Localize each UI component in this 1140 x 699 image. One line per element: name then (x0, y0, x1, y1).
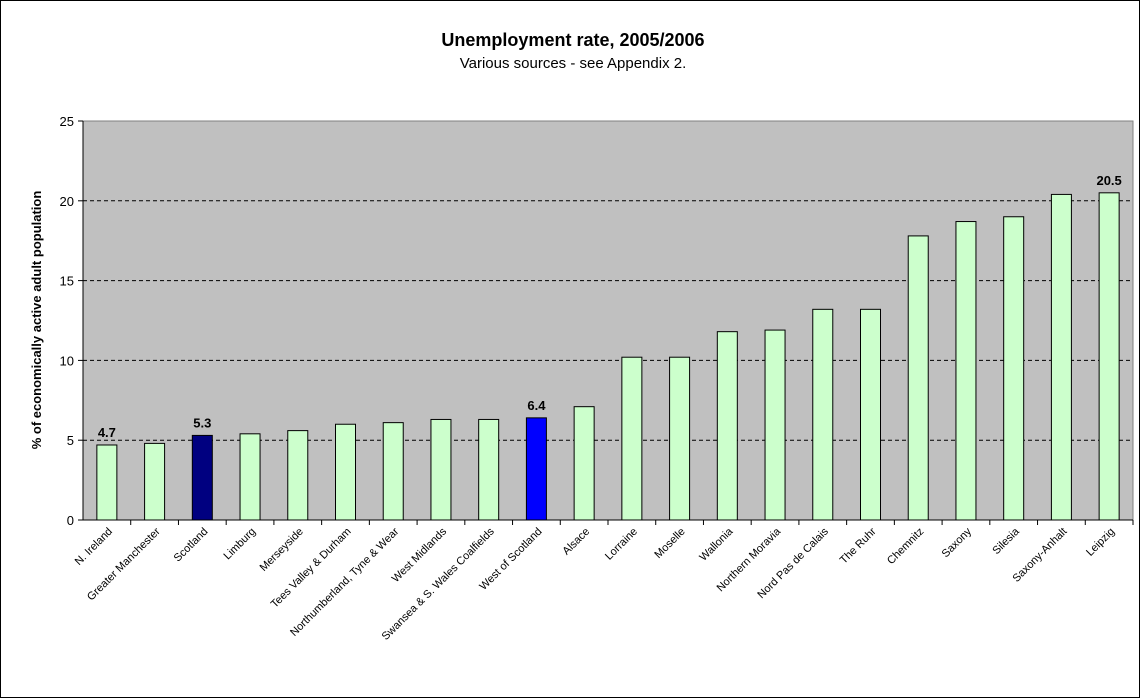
axes-group: 0 5 10 15 20 25 (60, 114, 1134, 528)
y-tick-label: 20 (60, 194, 74, 209)
y-tick-label: 5 (67, 433, 74, 448)
bar (335, 423, 356, 521)
bar (478, 418, 500, 521)
bar (287, 430, 309, 521)
x-tick-label: Leipzig (1084, 526, 1117, 559)
y-tick-label: 10 (60, 353, 74, 368)
x-tick-label: Alsace (560, 526, 592, 558)
bar (1098, 192, 1120, 521)
bar (573, 406, 595, 521)
y-axis-label: % of economically active adult populatio… (29, 191, 44, 450)
bar (382, 422, 404, 521)
bar (96, 444, 118, 521)
bar (1050, 193, 1072, 521)
x-tick-label: The Ruhr (838, 525, 879, 566)
bar (955, 221, 977, 521)
x-tick-label: Merseyside (258, 526, 306, 574)
data-label: 20.5 (1096, 173, 1121, 188)
chart-title: Unemployment rate, 2005/2006 (441, 30, 704, 50)
x-tick-label: Lorraine (603, 526, 640, 563)
bar (812, 308, 834, 521)
bar (860, 308, 881, 521)
x-tick-label: Chemnitz (885, 526, 926, 567)
y-tick-label: 0 (67, 513, 74, 528)
data-label: 6.4 (527, 398, 546, 413)
bar (764, 329, 786, 521)
x-tick-label: Scotland (172, 526, 211, 565)
bars-group (96, 192, 1120, 521)
x-tick-label: Silesia (990, 525, 1022, 557)
x-tick-label: Moselle (652, 526, 687, 561)
data-label: 4.7 (98, 425, 116, 440)
bar (191, 434, 213, 521)
bar (669, 356, 691, 521)
bar (430, 418, 452, 521)
data-label: 5.3 (193, 415, 211, 430)
bar (525, 417, 547, 521)
bar (907, 235, 929, 521)
y-tick-label: 25 (60, 114, 74, 129)
x-tick-label: Wallonia (697, 525, 736, 564)
x-tick-label: Tees Valley & Durham (269, 526, 354, 611)
chart-subtitle: Various sources - see Appendix 2. (460, 55, 687, 72)
y-tick-label: 15 (60, 274, 74, 289)
bar (716, 331, 738, 521)
x-tick-label: Saxony (940, 525, 975, 560)
x-tick-label: Limburg (222, 526, 259, 563)
bar (144, 442, 166, 521)
bar (1003, 216, 1025, 521)
x-tick-label: N. Ireland (73, 526, 115, 568)
bar (621, 356, 643, 521)
bar (239, 433, 261, 521)
